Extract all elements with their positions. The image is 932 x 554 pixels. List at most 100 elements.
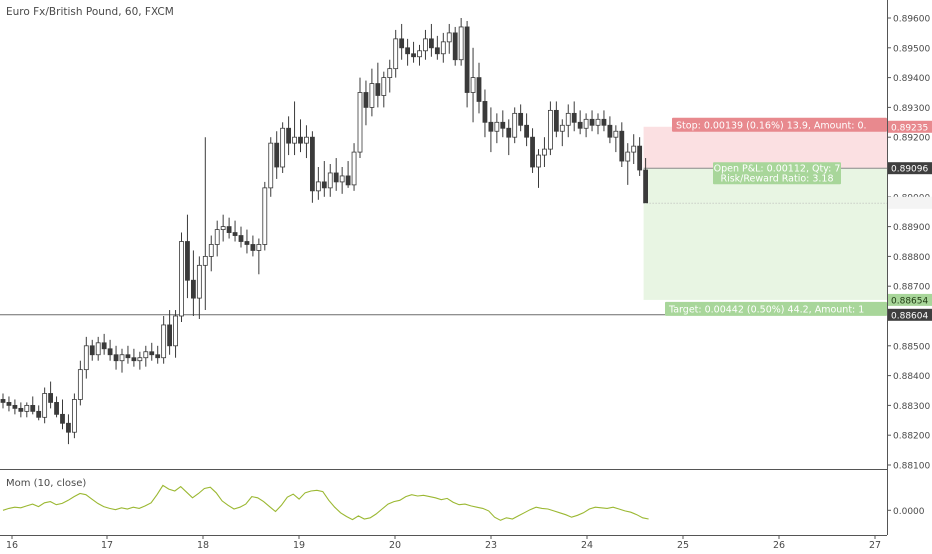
price-tick-label: 0.88500 (893, 342, 930, 352)
candle (596, 113, 600, 134)
time-tick-label: 19 (293, 540, 305, 550)
candle (501, 110, 505, 137)
candle (31, 396, 35, 414)
candle (72, 393, 76, 438)
candle-body (554, 110, 558, 131)
candle-body (168, 325, 172, 346)
price-tick-label: 0.89600 (893, 15, 930, 25)
candle-body (293, 137, 297, 143)
candle (25, 402, 29, 417)
candle-body (626, 152, 630, 161)
candle (608, 116, 612, 143)
candle (548, 101, 552, 155)
candle-body (197, 265, 201, 298)
candle-body (275, 143, 279, 167)
candle-body (572, 113, 576, 122)
candle-body (382, 78, 386, 96)
candle-body (1, 399, 5, 402)
candle-body (96, 343, 100, 355)
candle-body (299, 137, 303, 143)
candle-body (328, 173, 332, 188)
current-price-badge-text: 0.88980 (891, 199, 928, 209)
candle-body (358, 93, 362, 153)
candle (364, 81, 368, 126)
candle (156, 346, 160, 364)
candle (465, 21, 469, 107)
candle (459, 18, 463, 66)
candle (108, 340, 112, 361)
candle (61, 399, 65, 429)
candle (584, 113, 588, 137)
price-tick-label: 0.88900 (893, 223, 930, 233)
target-label: Target: 0.00442 (0.50%) 44.2, Amount: 1 (668, 304, 864, 315)
candle-body (596, 119, 600, 125)
candle-body (435, 48, 439, 54)
candle-body (84, 346, 88, 370)
time-tick-label: 25 (677, 540, 689, 550)
candle-body (388, 69, 392, 78)
candle (275, 131, 279, 179)
candle (531, 128, 535, 173)
candle (180, 233, 184, 322)
candle (328, 164, 332, 197)
candle (525, 113, 529, 146)
candle (435, 36, 439, 60)
line-price-badge-text: 0.88604 (891, 311, 928, 321)
candle-body (602, 119, 606, 125)
candle (632, 134, 636, 164)
candle-body (376, 84, 380, 96)
candle-body (477, 78, 481, 102)
candle (334, 158, 338, 191)
candles-layer (1, 18, 648, 444)
candle-body (215, 230, 219, 245)
candle (96, 337, 100, 361)
candle (406, 39, 410, 66)
stop-price-badge-text: 0.89235 (891, 123, 928, 133)
candle (346, 161, 350, 188)
time-tick-label: 18 (197, 540, 209, 550)
candle (209, 236, 213, 272)
candle-body (429, 39, 433, 48)
candle-body (531, 137, 535, 167)
candle-body (78, 370, 82, 400)
candle-body (364, 93, 368, 108)
chart-title: Euro Fx/British Pound, 60, FXCM (6, 6, 174, 18)
candle (120, 349, 124, 373)
current-price-badge: 0.88980 (888, 197, 932, 210)
open-pnl-line2: Risk/Reward Ratio: 3.18 (720, 174, 833, 185)
candle-body (61, 414, 65, 423)
candle (84, 337, 88, 379)
candle-body (495, 122, 499, 131)
candle-body (251, 244, 255, 250)
candle-body (459, 27, 463, 60)
candle-body (120, 355, 124, 361)
position-zones (644, 127, 887, 300)
candle-body (322, 182, 326, 188)
candle (37, 405, 41, 420)
target-price-badge-text: 0.88654 (891, 296, 928, 306)
candle-body (501, 122, 505, 128)
candle (221, 215, 225, 242)
candle (358, 78, 362, 158)
candle-body (66, 423, 70, 432)
candle (144, 346, 148, 367)
candle (162, 316, 166, 364)
candle (174, 310, 178, 358)
candle (304, 125, 308, 158)
candle (102, 334, 106, 355)
candle-body (90, 346, 94, 355)
time-tick-label: 24 (581, 540, 593, 550)
candle-body (13, 405, 17, 408)
candle-body (453, 33, 457, 60)
price-tick-label: 0.89400 (893, 74, 930, 84)
candle-body (239, 236, 243, 242)
candle-body (590, 119, 594, 125)
candle-body (31, 405, 35, 411)
candle-body (138, 358, 142, 361)
candle (55, 396, 59, 417)
candle-body (156, 355, 160, 358)
candle-body (400, 39, 404, 48)
price-axis[interactable]: 0.896000.895000.894000.893000.892000.891… (887, 15, 932, 517)
target-zone (644, 168, 887, 300)
